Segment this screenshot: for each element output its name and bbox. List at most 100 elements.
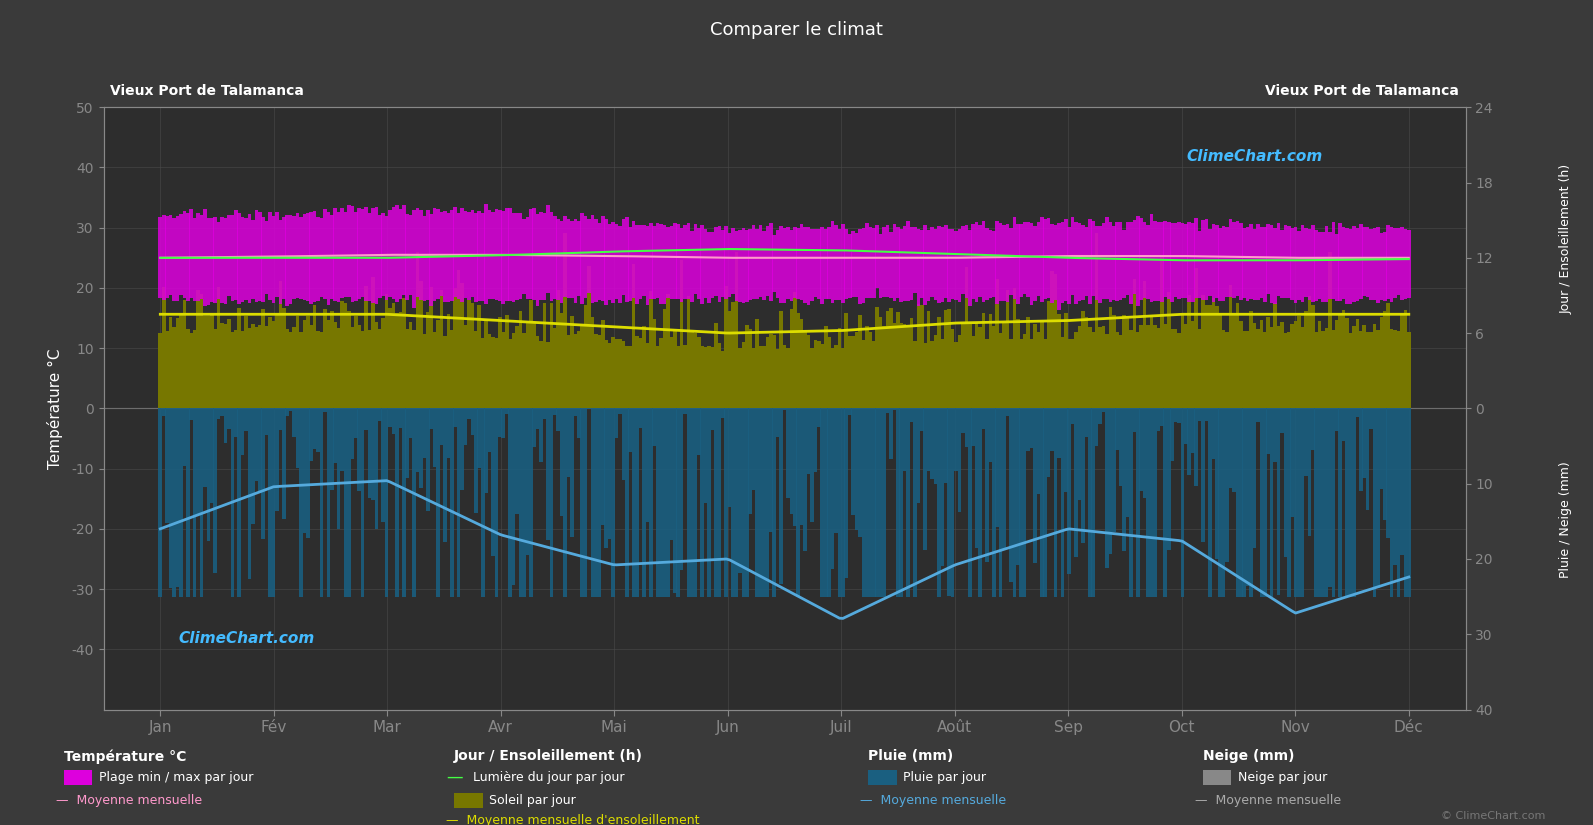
Bar [186, 408, 190, 596]
Bar [761, 231, 766, 300]
Bar [392, 408, 395, 434]
Bar [672, 223, 677, 299]
Bar [1177, 222, 1180, 299]
Bar [717, 343, 722, 408]
Bar [1153, 408, 1157, 596]
Bar [639, 408, 642, 427]
Bar [1305, 311, 1308, 408]
Bar [722, 351, 725, 408]
Bar [1174, 224, 1177, 297]
Bar [398, 210, 401, 299]
Bar [505, 315, 508, 408]
Bar [401, 408, 406, 596]
Bar [1383, 311, 1386, 408]
Text: ClimeChart.com: ClimeChart.com [178, 631, 315, 646]
Bar [806, 227, 811, 304]
Bar [1228, 408, 1233, 488]
Bar [749, 229, 752, 300]
Bar [470, 408, 475, 435]
Bar [350, 328, 354, 408]
Bar [296, 316, 299, 408]
Bar [954, 230, 957, 299]
Bar [859, 315, 862, 408]
Bar [969, 323, 972, 408]
Bar [601, 320, 605, 408]
Bar [1174, 329, 1177, 408]
Bar [710, 232, 714, 298]
Bar [1321, 233, 1325, 302]
Bar [1142, 223, 1147, 298]
Bar [1270, 408, 1273, 596]
Bar [312, 211, 317, 302]
Bar [624, 408, 629, 596]
Bar [766, 408, 769, 596]
Bar [285, 215, 288, 306]
Bar [1142, 281, 1147, 408]
Bar [992, 231, 996, 297]
Bar [1311, 408, 1314, 450]
Bar [782, 229, 787, 304]
Bar [502, 210, 505, 304]
Bar [817, 341, 820, 408]
Bar [299, 332, 303, 408]
Bar [1139, 219, 1144, 300]
Bar [680, 408, 683, 570]
Bar [231, 408, 234, 596]
Bar [677, 224, 680, 299]
Bar [196, 213, 199, 301]
Bar [1094, 225, 1099, 300]
Bar [738, 229, 742, 302]
Bar [1126, 316, 1129, 408]
Bar [433, 408, 436, 467]
Bar [1047, 218, 1050, 298]
Bar [1053, 408, 1058, 596]
Bar [279, 220, 282, 304]
Bar [354, 212, 357, 301]
Bar [889, 408, 892, 460]
Bar [1341, 227, 1346, 299]
Bar [835, 225, 838, 299]
Bar [1252, 229, 1257, 300]
Bar [1266, 224, 1270, 294]
Bar [210, 218, 213, 302]
Bar [1074, 222, 1078, 304]
Bar [1067, 408, 1070, 574]
Bar [543, 214, 546, 299]
Bar [371, 408, 374, 499]
Bar [879, 234, 883, 299]
Bar [782, 408, 787, 410]
Bar [303, 214, 306, 300]
Bar [666, 227, 669, 299]
Bar [1389, 408, 1394, 596]
Bar [868, 332, 871, 408]
Bar [910, 318, 913, 408]
Bar [728, 311, 731, 408]
Bar [1112, 314, 1115, 408]
Bar [871, 408, 876, 596]
Bar [299, 408, 303, 596]
Bar [451, 330, 454, 408]
Bar [868, 227, 871, 299]
Bar [519, 213, 523, 299]
Bar [1184, 408, 1188, 445]
Bar [1239, 223, 1243, 300]
Bar [1370, 332, 1373, 408]
Bar [1198, 329, 1201, 408]
Bar [615, 408, 618, 438]
Bar [1157, 328, 1160, 408]
Bar [992, 408, 996, 596]
Bar [773, 408, 776, 596]
Bar [1338, 315, 1341, 408]
Bar [1180, 224, 1184, 298]
Bar [416, 252, 419, 408]
Bar [1394, 229, 1397, 299]
Bar [1034, 408, 1037, 563]
Bar [1239, 321, 1243, 408]
Bar [470, 210, 475, 297]
Bar [1228, 219, 1233, 298]
Bar [306, 316, 309, 408]
Bar [1287, 225, 1290, 298]
Bar [252, 408, 255, 524]
Bar [855, 408, 859, 530]
Bar [1067, 227, 1070, 304]
